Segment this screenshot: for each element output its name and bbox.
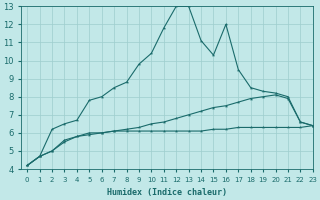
X-axis label: Humidex (Indice chaleur): Humidex (Indice chaleur) [107,188,227,197]
